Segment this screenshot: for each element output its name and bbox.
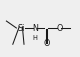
- Text: N: N: [32, 24, 38, 33]
- Text: O: O: [43, 39, 50, 47]
- Text: H: H: [33, 35, 38, 41]
- Text: O: O: [56, 24, 62, 33]
- Text: Si: Si: [17, 24, 24, 33]
